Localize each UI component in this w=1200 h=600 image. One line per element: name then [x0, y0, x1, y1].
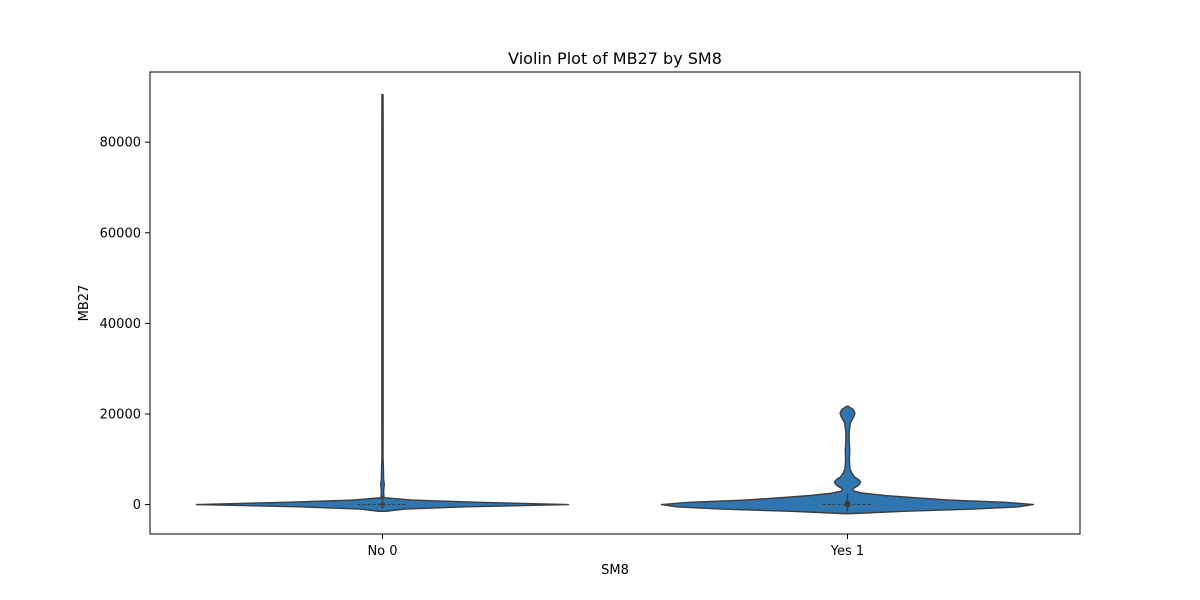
axes-frame [149, 71, 1081, 535]
chart-title: Violin Plot of MB27 by SM8 [508, 49, 722, 68]
plot-area: 0 20000 40000 60000 80000 No 0 Yes 1 [100, 71, 1081, 559]
x-axis-ticks: No 0 Yes 1 [367, 534, 864, 559]
y-tick-label: 20000 [100, 407, 141, 422]
x-axis-label: SM8 [601, 563, 629, 578]
y-axis-ticks: 0 20000 40000 60000 80000 [100, 136, 150, 513]
y-axis-label: MB27 [77, 285, 92, 322]
y-tick-label: 0 [133, 498, 141, 513]
y-tick-label: 60000 [100, 226, 141, 241]
violins-group [195, 93, 1035, 515]
x-tick-label: Yes 1 [830, 544, 864, 559]
x-tick-label: No 0 [367, 544, 397, 559]
violin-body [195, 93, 570, 513]
y-tick-label: 80000 [100, 136, 141, 151]
y-tick-label: 40000 [100, 317, 141, 332]
violin-quartile-box [845, 500, 850, 507]
violin-body [660, 405, 1035, 515]
